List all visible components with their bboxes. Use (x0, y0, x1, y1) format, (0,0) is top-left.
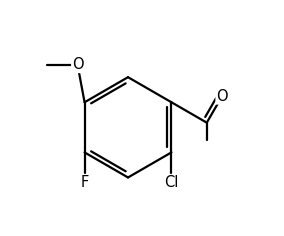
Text: O: O (72, 57, 83, 72)
Text: Cl: Cl (164, 175, 179, 190)
Text: F: F (80, 175, 89, 190)
Text: O: O (216, 89, 228, 104)
